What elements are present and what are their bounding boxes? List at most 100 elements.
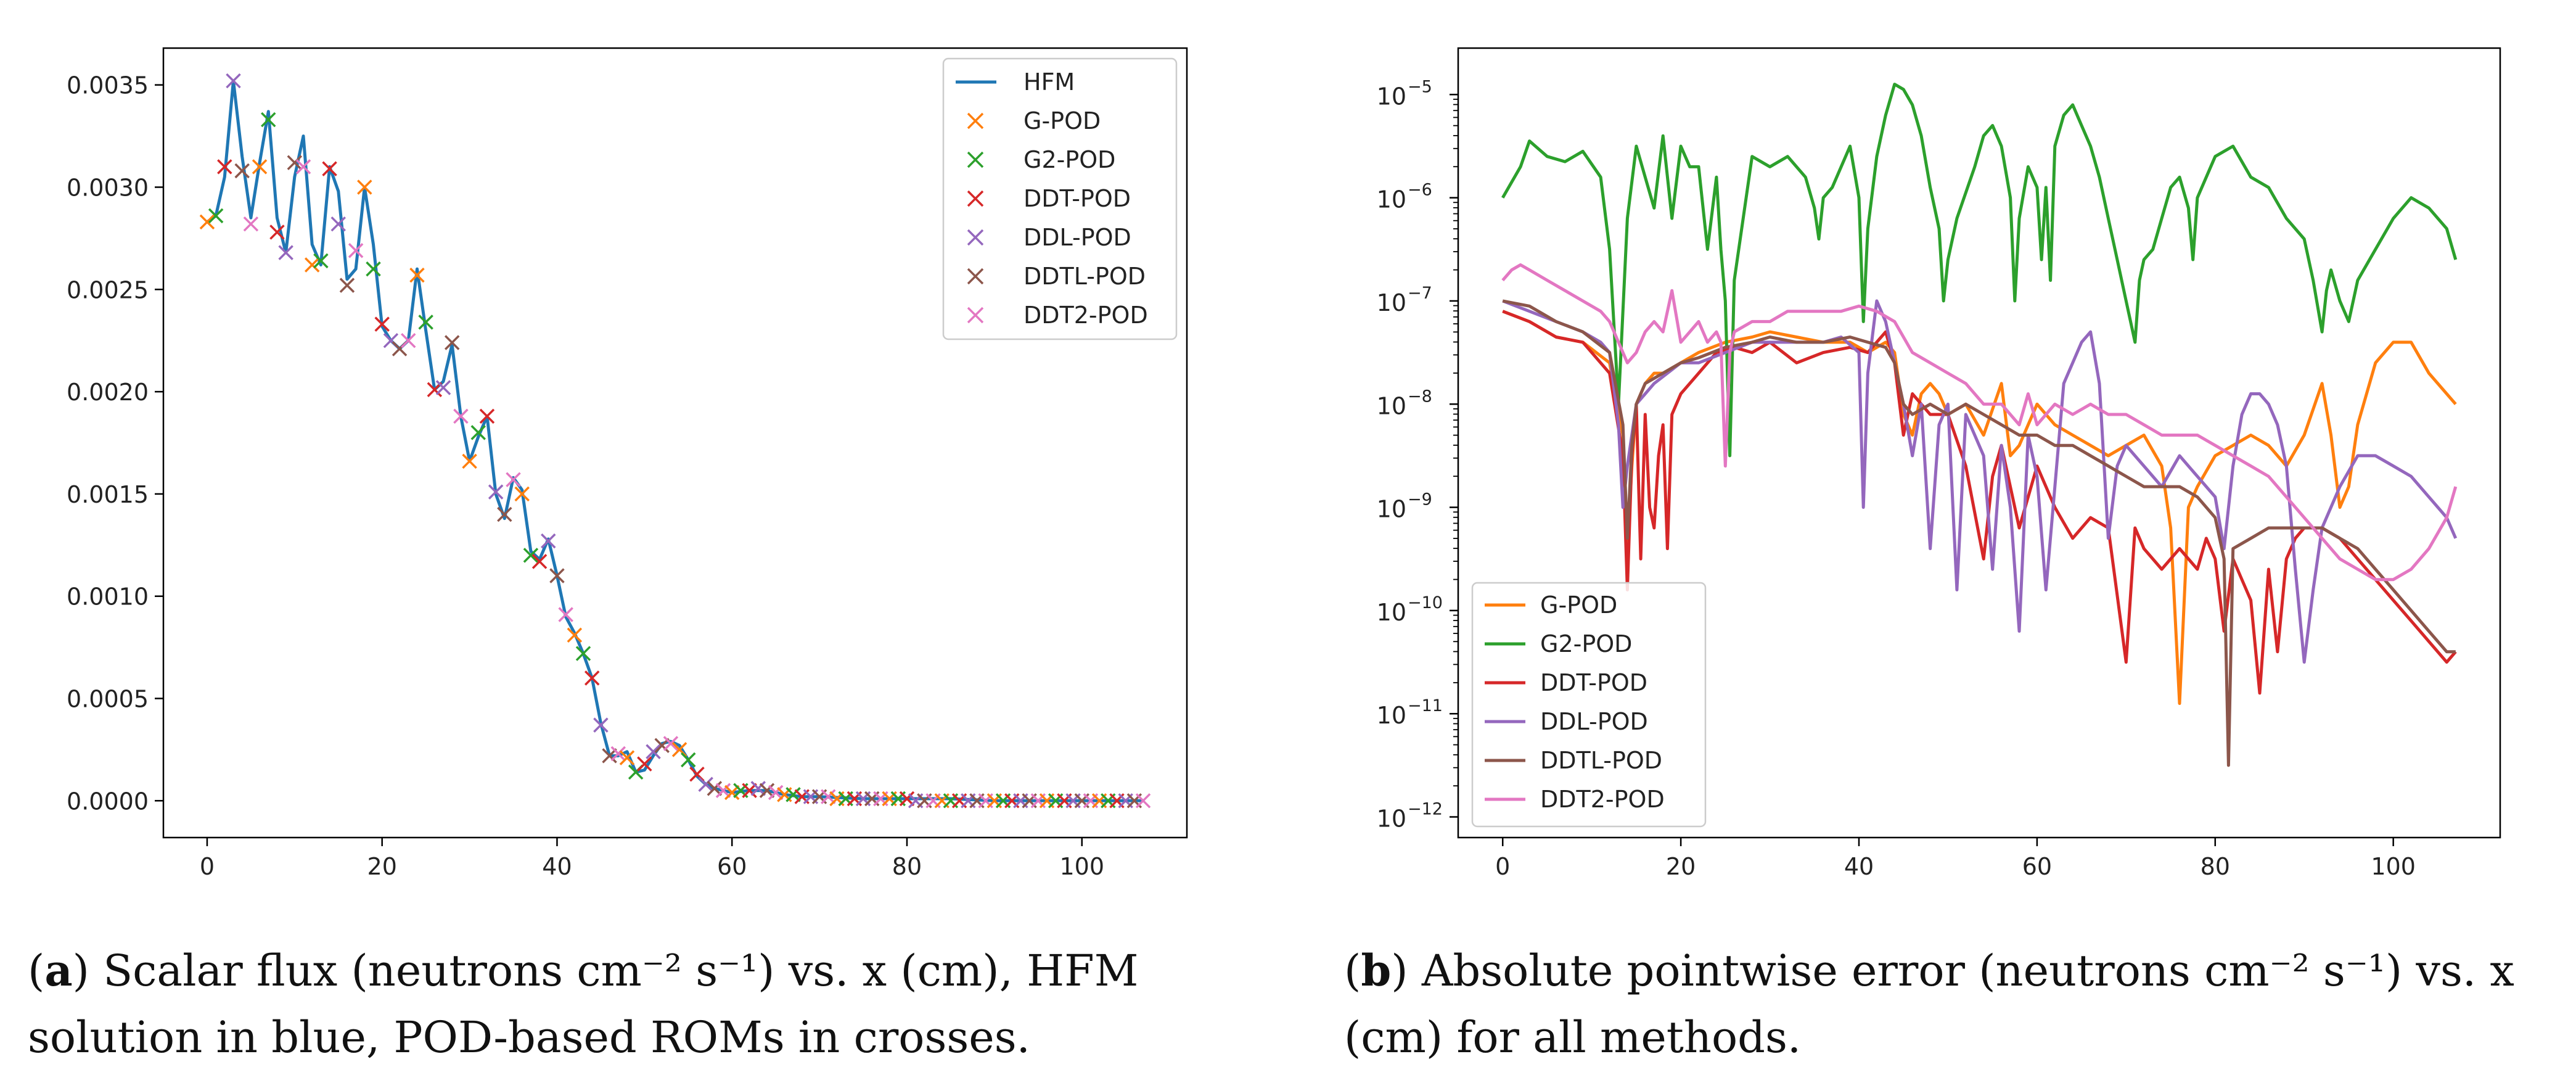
panel-a-y-tick-label: 0.0025 <box>67 276 149 303</box>
panel-a-y-tick-label: 0.0020 <box>67 379 149 406</box>
panel-b-legend-label-g-pod: G-POD <box>1540 591 1617 619</box>
panel-a-point-g2-pod <box>261 112 276 128</box>
caption-b: (b) Absolute pointwise error (neutrons c… <box>1344 945 2514 1063</box>
panel-a-point-ddt-pod <box>374 316 390 332</box>
panel-b-y-tick-label: 10 <box>1377 392 1406 419</box>
panel-a-legend-label-g-pod: G-POD <box>1023 107 1101 134</box>
panel-a-point-ddt2-pod <box>1135 793 1151 809</box>
panel-a-point-ddtl-pod <box>654 738 670 754</box>
caption-a-text: ) Scalar flux (neutrons cm⁻² s⁻¹) vs. x … <box>28 945 1139 1063</box>
panel-a-point-ddl-pod <box>541 533 556 549</box>
panel-a-legend-swatch-ddt2-pod <box>967 307 984 324</box>
panel-a-point-ddl-pod <box>593 717 609 733</box>
panel-a-point-g2-pod <box>523 548 539 563</box>
panel-a-point-g2-pod <box>208 208 224 224</box>
panel-b-legend-label-ddt2-pod: DDT2-POD <box>1540 786 1665 813</box>
panel-a-y-tick-label: 0.0030 <box>67 174 149 201</box>
panel-b-y-tick-exponent: −7 <box>1408 284 1432 303</box>
panel-a-point-ddt-pod <box>584 670 600 686</box>
panel-a-point-ddt2-pod <box>401 332 416 348</box>
panel-a-point-ddt2-pod <box>610 746 626 762</box>
panel-b-x-tick-label: 0 <box>1495 853 1510 880</box>
panel-a-point-g-pod <box>514 486 530 502</box>
panel-a-point-ddtl-pod <box>602 748 617 764</box>
panel-a-point-ddtl-pod <box>444 335 460 350</box>
panel-a-legend-swatch-ddt-pod <box>967 190 984 207</box>
panel-b-series-ddtl-pod-line <box>1502 299 2456 767</box>
panel-b-series-ddt2-pod-line <box>1501 263 2458 582</box>
panel-a-point-ddt2-pod <box>453 408 469 424</box>
panel-a-legend-swatch-ddtl-pod <box>967 268 984 285</box>
panel-a-legend-swatch-g-pod <box>967 112 984 130</box>
panel-b-x-tick-label: 60 <box>2022 853 2052 880</box>
panel-a-legend-label-ddtl-pod: DDTL-POD <box>1023 263 1146 290</box>
panel-a-legend-swatch-ddl-pod <box>967 229 984 246</box>
panel-a-y-tick-label: 0.0035 <box>67 72 149 99</box>
panel-a-point-ddt-pod <box>742 783 757 798</box>
caption-b-text: ) Absolute pointwise error (neutrons cm⁻… <box>1344 945 2514 1063</box>
panel-a-point-ddtl-pod <box>234 163 250 179</box>
panel-a-point-ddt2-pod <box>295 159 311 175</box>
panel-a-point-ddt2-pod <box>243 216 259 232</box>
panel-a-legend-box <box>942 57 1178 340</box>
panel-b-x-tick-label: 80 <box>2201 853 2230 880</box>
panel-a-point-ddtl-pod <box>287 155 303 170</box>
panel-a-point-ddt-pod <box>269 224 285 240</box>
panel-a-x-tick-label: 80 <box>892 853 922 880</box>
panel-b-y-tick-exponent: −9 <box>1408 490 1432 509</box>
panel-a-point-ddt2-pod <box>715 783 731 798</box>
panel-a-x-tick-label: 0 <box>200 853 215 880</box>
panel-a-point-g2-pod <box>681 752 696 768</box>
panel-a-point-g-pod <box>357 179 372 195</box>
panel-a-point-ddt-pod <box>637 756 652 772</box>
panel-b-y-tick-exponent: −8 <box>1408 387 1432 406</box>
panel-a-x-tick-label: 100 <box>1059 853 1104 880</box>
panel-b-y-tick-exponent: −6 <box>1408 181 1432 200</box>
panel-b-x-tick-label: 40 <box>1844 853 1874 880</box>
panel-a-axes-frame <box>162 47 1188 839</box>
panel-a-point-ddtl-pod <box>759 783 775 798</box>
panel-b-y-tick-label: 10 <box>1377 186 1406 213</box>
panel-a-point-ddl-pod <box>488 484 504 500</box>
panel-a-y-tick-label: 0.0005 <box>67 686 149 713</box>
panel-a-point-ddl-pod <box>698 776 713 793</box>
panel-a-x-tick-label: 60 <box>717 853 747 880</box>
panel-a-point-g2-pod <box>470 425 486 440</box>
panel-b-series-g-pod-line <box>1502 310 2457 705</box>
panel-b-y-tick-exponent: −12 <box>1408 800 1443 819</box>
panel-b-y-tick-label: 10 <box>1377 83 1406 110</box>
panel-a-point-ddtl-pod <box>707 781 723 796</box>
panel-b-y-tick-label: 10 <box>1377 289 1406 316</box>
panel-a-legend-swatch-g2-pod <box>967 151 984 168</box>
panel-a-point-g2-pod <box>575 646 591 661</box>
panel-a-point-ddt-pod <box>899 791 915 807</box>
panel-a-x-tick-label: 20 <box>367 853 397 880</box>
panel-a-y-tick-label: 0.0010 <box>67 583 149 611</box>
panel-a-legend-label-hfm: HFM <box>1023 68 1075 96</box>
panel-a-point-g-pod <box>619 750 635 765</box>
panel-a-point-ddtl-pod <box>549 568 565 583</box>
panel-a-legend-label-ddl-pod: DDL-POD <box>1023 224 1131 251</box>
panel-a-point-ddl-pod <box>646 744 661 759</box>
panel-a-point-ddl-pod <box>278 245 293 260</box>
caption-a: (a) Scalar flux (neutrons cm⁻² s⁻¹) vs. … <box>28 945 1139 1063</box>
panel-b-y-tick-exponent: −10 <box>1408 593 1443 612</box>
panel-b-y-tick-label: 10 <box>1377 599 1406 626</box>
panel-a-point-ddt-pod <box>427 382 443 398</box>
panel-b-y-tick-label: 10 <box>1377 702 1406 729</box>
panel-a-point-ddt-pod <box>531 554 548 569</box>
panel-a-point-g2-pod <box>313 253 329 269</box>
panel-a-point-ddt2-pod <box>663 736 679 751</box>
panel-b-x-tick-label: 100 <box>2371 853 2416 880</box>
panel-a-point-ddt2-pod <box>506 472 521 487</box>
panel-b-series-ddt-pod-line <box>1502 310 2457 695</box>
panel-b-axes-frame <box>1457 47 2501 839</box>
panel-a-point-g-pod <box>304 257 320 273</box>
panel-a-y-tick-label: 0.0000 <box>67 788 149 815</box>
panel-a-point-g-pod <box>567 627 583 643</box>
panel-b-y-tick-exponent: −11 <box>1408 696 1443 715</box>
panel-a-point-ddt-pod <box>479 408 495 424</box>
panel-a-point-g-pod <box>409 267 425 283</box>
panel-a-point-g2-pod <box>786 787 801 802</box>
